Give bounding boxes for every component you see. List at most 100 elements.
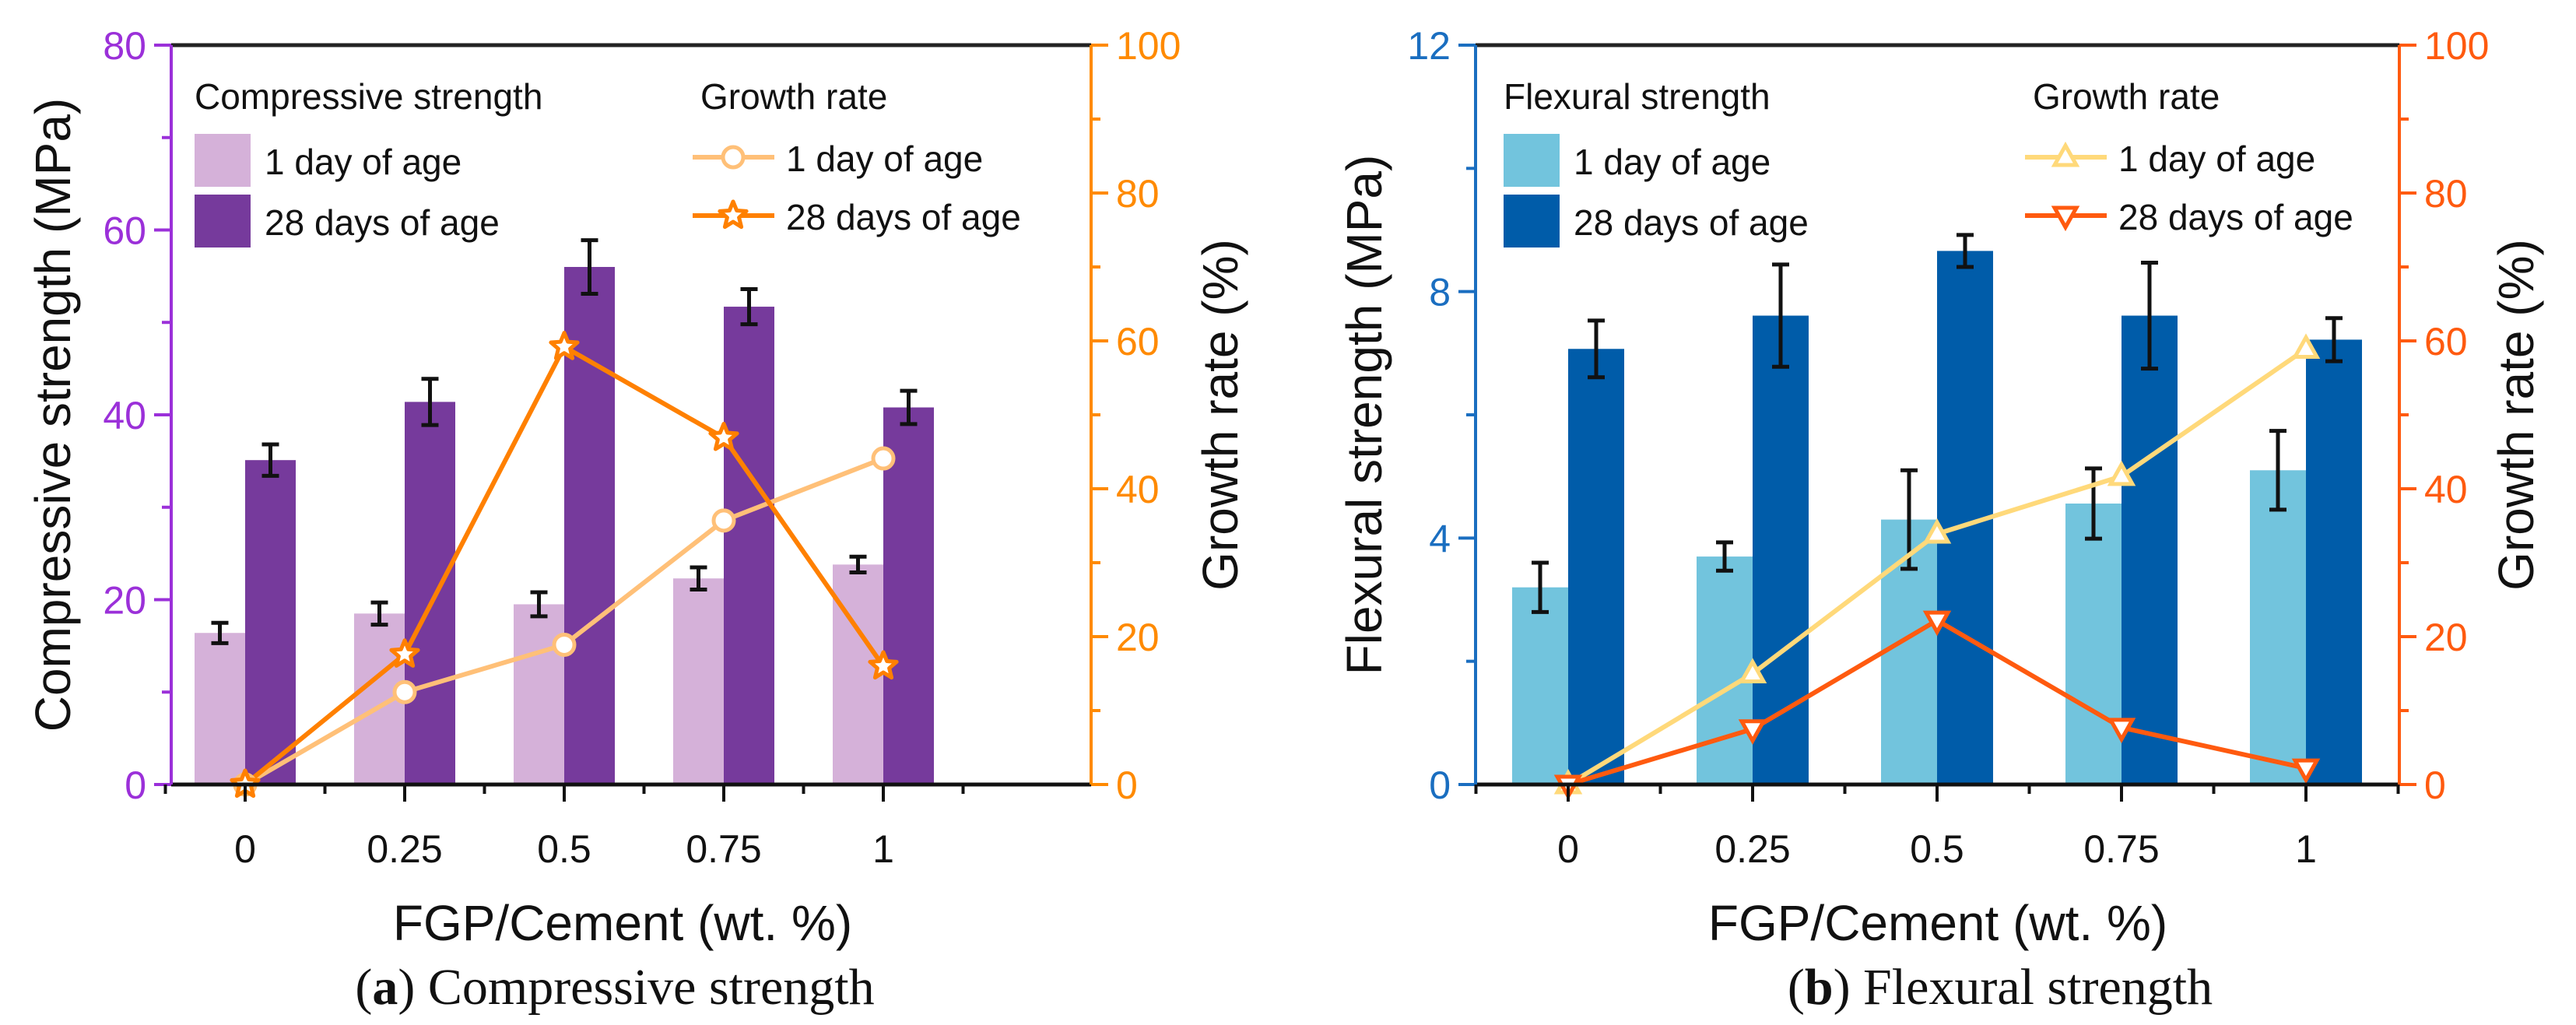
y2-axis-title: Growth rate (%) [1192,239,1248,591]
y2-tick-label: 20 [1116,616,1160,659]
error-bar [2085,466,2102,541]
error-bar [421,377,439,427]
y2-tick-label: 0 [2424,763,2446,807]
bar-1-day-1 [2250,470,2306,785]
growth-point-28-days-0.5 [549,331,580,360]
legend-bar-label-1-day: 1 day of age [265,142,462,182]
error-bar [2269,429,2286,512]
x-tick-label: 0.25 [367,827,442,871]
bar-28-days-0.75 [724,307,774,785]
legend-marker-28-days [2051,205,2080,232]
x-tick-label: 0.25 [1714,827,1790,871]
legend-line-label-28-days: 28 days of age [2118,197,2353,237]
y2-tick-label: 100 [1116,24,1181,68]
bar-1-day-0 [195,633,245,785]
y-tick-label: 80 [103,24,146,68]
legend-bar-label-1-day: 1 day of age [1574,142,1771,182]
error-bar [2141,260,2158,371]
bar-28-days-0.25 [405,402,455,785]
growth-point-1-day-0.25 [1738,658,1767,683]
panel-caption: (b) Flexural strength [1788,959,2213,1016]
error-bar [690,565,707,591]
error-bar [849,554,867,574]
y2-axis-title: Growth rate (%) [2488,239,2544,591]
caption-letter: b [1805,959,1834,1016]
y2-tick-label: 60 [1116,320,1160,363]
y-tick-label: 0 [125,763,146,807]
x-tick-label: 1 [2295,827,2317,871]
y2-tick-label: 80 [1116,172,1160,216]
x-axis-title: FGP/Cement (wt. %) [393,895,852,951]
y2-tick-label: 100 [2424,24,2489,68]
y2-tick-label: 0 [1116,763,1138,807]
legend-line-title: Growth rate [2033,76,2220,117]
caption-text: Flexural strength [1851,959,2213,1016]
growth-point-1-day-0.5 [552,632,577,657]
growth-point-1-day-0.5 [1922,518,1952,544]
error-bar [370,600,388,627]
legend-bar-title: Flexural strength [1504,76,1771,117]
x-tick-label: 0 [1557,827,1579,871]
growth-point-1-day-0.75 [711,508,736,533]
error-bar [740,287,758,327]
x-tick-label: 0.75 [2083,827,2159,871]
legend-marker-28-days [718,199,749,230]
error-bar [1716,540,1733,573]
error-bar [581,238,598,296]
growth-point-1-day-1 [871,446,896,471]
y2-tick-label: 40 [1116,468,1160,511]
y-tick-label: 40 [103,394,146,437]
bar-28-days-0 [245,460,296,785]
growth-point-1-day-1 [2291,333,2321,359]
x-tick-label: 1 [872,827,894,871]
legend-line-label-1-day: 1 day of age [786,139,983,179]
y2-tick-label: 60 [2424,320,2468,363]
y-axis-title: Compressive strength (MPa) [25,98,81,732]
legend-bar-label-28-days: 28 days of age [265,202,500,243]
legend-swatch-28-days [1504,195,1560,247]
y2-tick-label: 20 [2424,616,2468,659]
bar-28-days-0.75 [2122,315,2178,785]
error-bar [211,620,229,645]
x-axis-title: FGP/Cement (wt. %) [1708,895,2167,951]
panel-caption: (a) Compressive strength [355,959,874,1016]
y2-tick-label: 80 [2424,172,2468,216]
bar-28-days-0 [1568,349,1624,785]
y-tick-label: 12 [1407,24,1451,68]
panel-b-flexural-strength-chart: 0 4 8 12 0 20 40 60 80 100 0 0.25 0.5 0.75 1 FGP/Cement… [1336,24,2544,1016]
caption-text: Compressive strength [415,959,874,1016]
x-tick-label: 0.5 [1910,827,1964,871]
legend-line-label-1-day: 1 day of age [2118,139,2315,179]
bar-28-days-1 [2306,339,2362,785]
growth-point-28-days-1 [2291,758,2321,785]
error-bar [1588,318,1605,380]
error-bar [900,388,918,426]
legend-marker-1-day [721,145,746,170]
growth-point-28-days-0.75 [2107,718,2136,743]
growth-point-28-days-0.5 [1922,610,1952,637]
growth-point-1-day-0.75 [2107,460,2136,486]
bar-1-day-0.5 [514,604,564,785]
bar-1-day-0.75 [2065,504,2122,785]
bar-1-day-0.75 [673,578,724,785]
growth-point-28-days-0.75 [708,422,739,451]
legend-bar-title: Compressive strength [195,76,542,117]
error-bar [2325,316,2343,363]
panel-a-compressive-strength-chart: 0 20 40 60 80 0 20 40 60 80 100 0 0.25 0.5 0.75 1 FGP/Ce… [25,24,1248,1016]
legend-line-label-28-days: 28 days of age [786,197,1021,237]
legend-swatch-1-day [1504,134,1560,187]
legend-line-title: Growth rate [700,76,887,117]
error-bar [530,590,548,619]
y-axis-title: Flexural strength (MPa) [1336,155,1392,676]
x-tick-label: 0.75 [686,827,761,871]
legend-marker-1-day [2051,141,2080,167]
growth-point-28-days-1 [868,650,899,680]
legend-swatch-28-days [195,195,251,247]
y-tick-label: 4 [1429,517,1451,560]
bar-1-day-0 [1512,587,1568,785]
error-bar [261,442,279,478]
x-tick-label: 0.5 [537,827,591,871]
bar-1-day-0.25 [1697,556,1753,785]
bar-28-days-1 [883,407,934,785]
